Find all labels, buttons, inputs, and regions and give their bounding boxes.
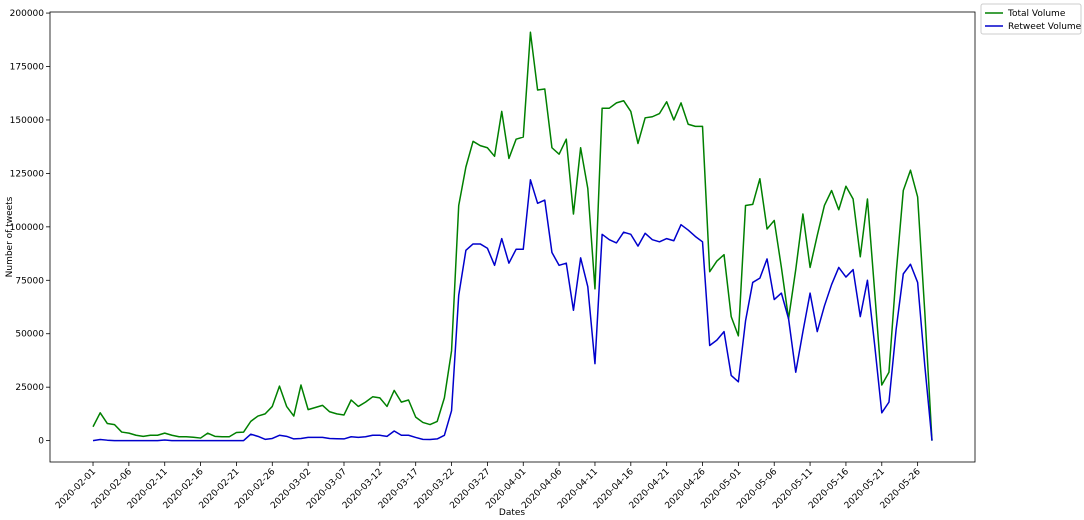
legend-label: Retweet Volume xyxy=(1008,22,1082,32)
series-line xyxy=(92,179,933,442)
y-tick-label: 0 xyxy=(38,437,44,447)
y-tick-label: 125000 xyxy=(10,169,45,179)
legend-label: Total Volume xyxy=(1007,9,1066,19)
y-tick-label: 200000 xyxy=(10,9,45,19)
y-tick-label: 50000 xyxy=(15,330,44,340)
y-tick-label: 175000 xyxy=(10,63,45,73)
y-axis-label: Number of tweets xyxy=(5,196,15,277)
x-axis-label: Dates xyxy=(499,508,526,518)
y-tick-label: 100000 xyxy=(10,223,45,233)
series-line xyxy=(92,31,933,441)
legend-box xyxy=(980,3,1082,35)
plot-frame xyxy=(49,11,976,463)
y-tick-label: 75000 xyxy=(15,276,44,286)
y-tick-label: 25000 xyxy=(15,383,44,393)
y-tick-label: 150000 xyxy=(10,116,45,126)
